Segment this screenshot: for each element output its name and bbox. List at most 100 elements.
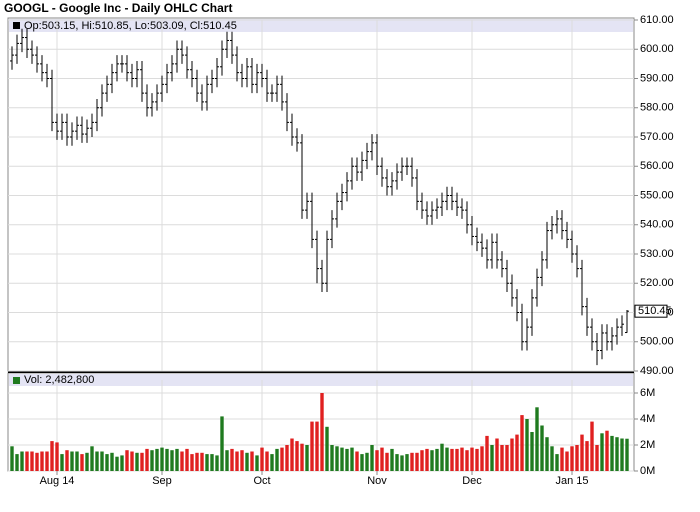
volume-bar [470, 447, 474, 471]
volume-bar [300, 443, 304, 471]
volume-bar [425, 448, 429, 471]
volume-bar [590, 421, 594, 471]
volume-bar [60, 454, 64, 471]
volume-bar [280, 447, 284, 471]
volume-bar [160, 447, 164, 471]
volume-bar [350, 447, 354, 471]
y-tick-label: 530.00 [640, 248, 674, 260]
volume-bar [125, 450, 129, 471]
x-tick-label: Nov [367, 475, 387, 487]
volume-bar [25, 451, 29, 471]
volume-bar [50, 441, 54, 471]
volume-bar [460, 447, 464, 471]
volume-bar [400, 455, 404, 471]
y-tick-label: 580.00 [640, 102, 674, 114]
volume-bar [320, 393, 324, 471]
volume-bar [405, 454, 409, 471]
volume-bar [250, 451, 254, 471]
volume-bar [85, 452, 89, 471]
volume-bar [190, 454, 194, 471]
x-tick-label: Dec [462, 475, 482, 487]
volume-bar [275, 448, 279, 471]
y-tick-label: 0M [640, 465, 655, 477]
chart-title: GOOGL - Google Inc - Daily OHLC Chart [4, 1, 232, 15]
volume-bar [75, 451, 79, 471]
volume-bar [290, 438, 294, 471]
volume-bar [540, 425, 544, 471]
volume-bar [510, 438, 514, 471]
volume-bar [270, 454, 274, 471]
volume-bar [380, 447, 384, 471]
volume-bar [475, 448, 479, 471]
price-pane [7, 17, 635, 372]
volume-bar [505, 445, 509, 471]
volume-bar [390, 448, 394, 471]
y-tick-label: 560.00 [640, 160, 674, 172]
y-tick-label: 540.00 [640, 219, 674, 231]
y-tick-label: 500.00 [640, 336, 674, 348]
price-header [9, 19, 633, 32]
y-tick-label: 570.00 [640, 131, 674, 143]
volume-bar [575, 445, 579, 471]
volume-bar [30, 451, 34, 471]
volume-bar [605, 430, 609, 471]
volume-bar [95, 451, 99, 471]
volume-bar [610, 435, 614, 471]
volume-bar [240, 450, 244, 471]
volume-bar [285, 445, 289, 471]
volume-bar [365, 452, 369, 471]
volume-bar [515, 434, 519, 471]
price-info: Op:503.15, Hi:510.85, Lo:503.09, Cl:510.… [24, 20, 237, 32]
last-price-label: 510.45 [638, 305, 672, 317]
volume-bar [595, 445, 599, 471]
volume-bar [625, 438, 629, 471]
volume-bar [145, 448, 149, 471]
volume-bar [385, 452, 389, 471]
volume-bar [550, 446, 554, 471]
volume-bar [185, 448, 189, 471]
volume-bar [40, 451, 44, 471]
volume-bar [180, 451, 184, 471]
grid-layer [8, 19, 634, 472]
volume-bar [445, 447, 449, 471]
volume-bar [555, 454, 559, 471]
volume-bar [580, 434, 584, 471]
volume-bar [165, 448, 169, 471]
y-tick-label: 610.00 [640, 14, 674, 26]
y-tick-label: 6M [640, 387, 655, 399]
volume-bar [465, 450, 469, 471]
y-tick-label: 550.00 [640, 189, 674, 201]
volume-bar [560, 447, 564, 471]
volume-bar [360, 454, 364, 471]
volume-bar [525, 419, 529, 471]
volume-bar [115, 456, 119, 471]
volume-bar [415, 452, 419, 471]
volume-bar [375, 450, 379, 471]
last-price-box [634, 304, 668, 318]
volume-bar [20, 451, 24, 471]
volume-bar [565, 451, 569, 471]
volume-bar [265, 451, 269, 471]
volume-bar [65, 450, 69, 471]
volume-bar [295, 441, 299, 471]
volume-bar [130, 451, 134, 471]
volume-bar [530, 432, 534, 471]
price-marker [13, 22, 20, 29]
volume-bar [210, 454, 214, 471]
volume-bar [205, 454, 209, 471]
volume-bar [345, 448, 349, 471]
volume-bar [15, 454, 19, 471]
y-tick-label: 520.00 [640, 277, 674, 289]
volume-bar [155, 448, 159, 471]
volume-bar [600, 433, 604, 471]
volume-bar [150, 450, 154, 471]
volume-bar [545, 437, 549, 471]
volume-bar [10, 446, 14, 471]
volume-bar [100, 451, 104, 471]
y-tick-label: 490.00 [640, 365, 674, 377]
volume-bar [455, 448, 459, 471]
volume-bar [570, 446, 574, 471]
volume-bar [615, 437, 619, 471]
volume-bar [105, 454, 109, 471]
volume-bar [410, 452, 414, 471]
